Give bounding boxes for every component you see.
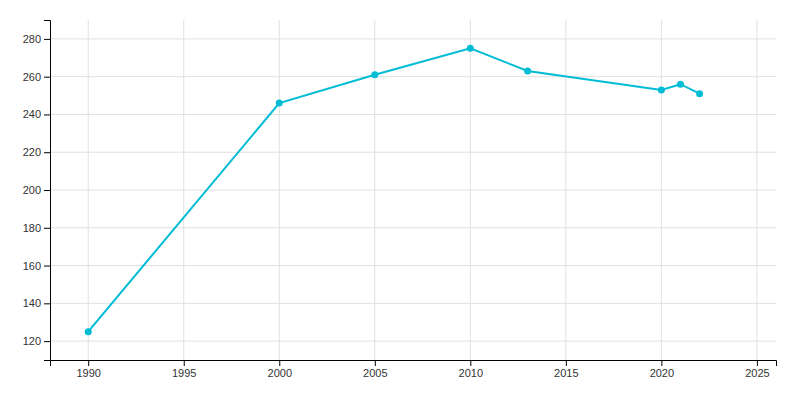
point bbox=[677, 81, 684, 88]
y-tick-mark bbox=[44, 114, 50, 115]
y-tick-label: 200 bbox=[23, 184, 41, 196]
x-tick: 2005 bbox=[363, 360, 387, 379]
y-grid-line bbox=[50, 265, 776, 266]
x-tick-label: 2020 bbox=[650, 367, 674, 379]
data-marks bbox=[85, 45, 703, 335]
y-axis: 120 140 160 180 200 220 240 260 280 bbox=[23, 21, 51, 361]
point bbox=[467, 45, 474, 52]
y-tick: 200 bbox=[23, 184, 50, 196]
x-tick-mark bbox=[566, 360, 567, 366]
y-tick-mark bbox=[44, 228, 50, 229]
x-axis-line bbox=[51, 361, 777, 367]
y-grid-line bbox=[50, 190, 776, 191]
y-tick-label: 140 bbox=[23, 297, 41, 309]
x-tick: 1990 bbox=[76, 360, 100, 379]
y-grid-line bbox=[50, 114, 776, 115]
x-tick-label: 1995 bbox=[172, 367, 196, 379]
x-tick-label: 2010 bbox=[459, 367, 483, 379]
x-tick-label: 2000 bbox=[268, 367, 292, 379]
x-tick: 2010 bbox=[459, 360, 483, 379]
y-axis-line bbox=[44, 21, 51, 361]
y-tick-label: 240 bbox=[23, 108, 41, 120]
y-tick-mark bbox=[44, 39, 50, 40]
y-tick-label: 280 bbox=[23, 33, 41, 45]
y-tick-mark bbox=[44, 341, 50, 342]
x-tick: 2025 bbox=[745, 360, 769, 379]
y-grid-line bbox=[50, 303, 776, 304]
y-tick-label: 120 bbox=[23, 335, 41, 347]
y-tick: 220 bbox=[23, 146, 50, 158]
x-tick: 2015 bbox=[554, 360, 578, 379]
y-tick: 260 bbox=[23, 71, 50, 83]
y-tick-mark bbox=[44, 303, 50, 304]
x-tick-label: 2025 bbox=[745, 367, 769, 379]
x-tick-label: 2015 bbox=[554, 367, 578, 379]
y-tick-label: 260 bbox=[23, 71, 41, 83]
plot-area: 1990 1995 2000 2005 2010 2015 2020 2025 120 140 16… bbox=[23, 20, 777, 379]
point bbox=[658, 86, 665, 93]
x-tick: 1995 bbox=[172, 360, 196, 379]
y-tick: 140 bbox=[23, 297, 50, 309]
y-tick-mark bbox=[44, 266, 50, 267]
y-grid-line bbox=[50, 38, 776, 39]
x-tick-mark bbox=[470, 360, 471, 366]
y-grid-line bbox=[50, 76, 776, 77]
point bbox=[276, 100, 283, 107]
x-tick-mark bbox=[279, 360, 280, 366]
x-tick-label: 1990 bbox=[76, 367, 100, 379]
x-tick-mark bbox=[88, 360, 89, 366]
x-tick-mark bbox=[757, 360, 758, 366]
y-tick-label: 160 bbox=[23, 260, 41, 272]
y-grid-line bbox=[50, 227, 776, 228]
y-grid-line bbox=[50, 341, 776, 342]
x-axis: 1990 1995 2000 2005 2010 2015 2020 2025 bbox=[51, 360, 777, 379]
y-tick-mark bbox=[44, 152, 50, 153]
y-tick: 160 bbox=[23, 260, 50, 272]
x-tick-mark bbox=[184, 360, 185, 366]
x-tick-mark bbox=[375, 360, 376, 366]
y-tick: 240 bbox=[23, 108, 50, 120]
line bbox=[88, 48, 699, 331]
y-tick-label: 220 bbox=[23, 146, 41, 158]
y-tick: 120 bbox=[23, 335, 50, 347]
x-tick: 2020 bbox=[650, 360, 674, 379]
y-grid-line bbox=[50, 152, 776, 153]
x-tick: 2000 bbox=[268, 360, 292, 379]
point bbox=[524, 68, 531, 75]
point bbox=[85, 328, 92, 335]
y-tick-mark bbox=[44, 77, 50, 78]
grid bbox=[50, 20, 776, 360]
x-tick-mark bbox=[661, 360, 662, 366]
y-tick: 280 bbox=[23, 33, 50, 45]
y-tick-mark bbox=[44, 190, 50, 191]
y-tick-label: 180 bbox=[23, 222, 41, 234]
point bbox=[696, 90, 703, 97]
x-tick-label: 2005 bbox=[363, 367, 387, 379]
y-tick: 180 bbox=[23, 222, 50, 234]
point bbox=[371, 71, 378, 78]
chart: 1990 1995 2000 2005 2010 2015 2020 2025 120 140 16… bbox=[0, 0, 800, 400]
